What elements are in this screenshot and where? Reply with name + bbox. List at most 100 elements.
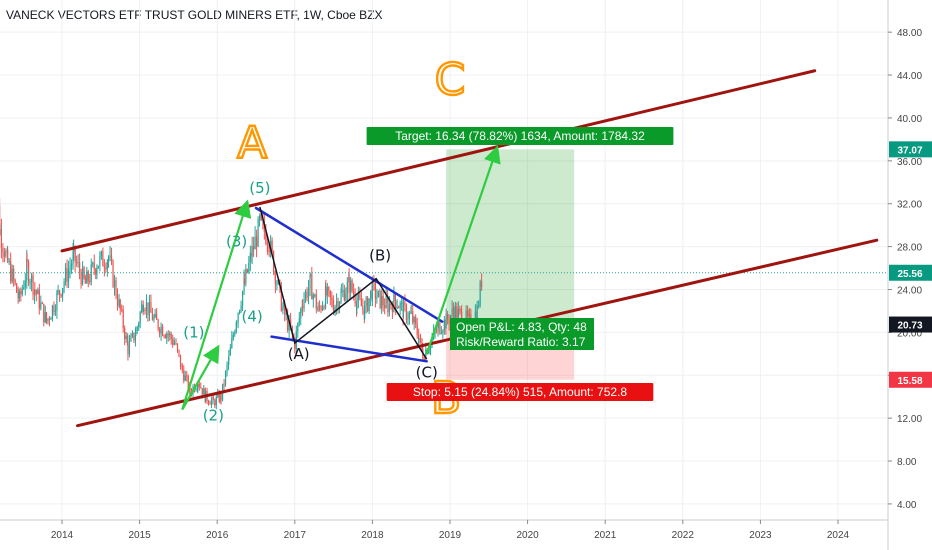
candle-body [220,393,222,400]
candle-body [364,305,366,319]
candle-body [150,301,152,313]
candle-body [210,400,213,405]
candle-body [384,305,386,308]
candle-body [53,305,55,313]
candle-body [474,311,476,323]
candle-body [416,324,418,336]
candle-body [481,281,483,287]
candle-body [391,306,393,313]
candle-body [337,301,339,310]
candle-body [318,305,321,308]
candle-body [249,252,251,263]
candle-body [367,297,369,312]
candle-body [50,318,52,320]
candle-body [248,262,250,273]
candle-body [163,335,165,337]
candle-body [54,310,57,313]
candle-body [251,246,253,257]
candle-body [371,279,373,300]
candle-body [229,348,231,356]
price-badge-label: 20.73 [897,321,922,332]
triangle-upper-line [254,206,444,323]
time-tick-label: 2023 [749,530,772,541]
candle-body [203,388,205,395]
candle-body [133,332,135,341]
candle-body [218,393,220,402]
wave-label: (5) [249,179,270,197]
candle-body [178,349,180,355]
candle-body [325,286,327,296]
candle-body [234,332,236,335]
price-tick-label: 24.00 [897,285,922,296]
candle-body [428,350,430,354]
candle-body [69,266,71,270]
candle-body [67,269,70,282]
candle-body [106,261,108,270]
price-tick-label: 44.00 [897,71,922,82]
candle-body [124,328,126,340]
candle-body [223,383,225,385]
candle-body [154,313,156,318]
time-axis[interactable]: 2014 2015 2016 2017 2018 2019 2020 2021 2022 2023… [0,519,888,541]
wave-label: (4) [241,308,262,326]
wave-label: (A) [288,345,310,363]
candle-body [57,290,59,293]
candle-body [142,309,145,312]
candle-body [90,264,92,282]
candle-body [32,275,34,295]
candle-body [255,236,258,247]
candle-body [301,305,304,309]
candle-body [23,287,25,289]
candle-body [354,294,356,304]
candle-body [282,302,284,308]
candle-body [381,295,383,309]
candle-body [63,281,65,289]
candle-body [173,343,176,345]
candle-body [454,306,456,321]
candle-body [212,396,214,401]
candle-body [352,291,355,295]
candle-body [74,245,76,263]
candle-body [232,334,234,338]
candle-body [26,258,28,263]
price-axis[interactable]: 48.00 44.00 40.00 36.00 32.00 28.00 24.00 20.00… [887,0,932,550]
candle-body [382,295,384,306]
risk-reward-text: Risk/Reward Ratio: 3.17 [456,335,586,349]
candle-body [121,309,123,311]
stop-label-text: Stop: 5.15 (24.84%) 515, Amount: 752.8 [413,385,627,399]
candle-body [407,318,409,320]
candle-body [387,300,389,313]
candle-body [396,307,398,309]
candle-body [11,268,13,282]
candle-body [368,298,370,312]
price-tick-label: 12.00 [897,414,922,425]
candle-body [388,303,391,313]
candle-body [402,301,405,318]
candle-body [128,341,131,355]
candle-body [40,302,42,309]
candle-body [298,318,300,324]
candle-body [21,288,23,295]
candle-body [29,282,31,284]
candle-body [44,312,46,323]
candle-body [112,261,114,287]
price-tick-label: 48.00 [897,28,922,39]
candle-body [201,388,203,395]
candle-body [379,291,381,309]
candle-body [80,272,82,285]
time-tick-label: 2021 [594,530,617,541]
candle-body [37,289,39,295]
candle-body [164,336,167,338]
candle-body [345,293,347,301]
chart-title: VANECK VECTORS ETF TRUST GOLD MINERS ETF… [6,8,383,22]
candle-body [394,293,396,302]
candle-body [34,289,36,291]
candle-body [447,313,449,320]
candle-body [14,279,16,284]
candle-body [309,274,311,276]
wave-label: (1) [183,324,204,342]
candle-body [84,277,86,284]
time-tick-label: 2020 [516,530,539,541]
candle-body [186,375,188,377]
